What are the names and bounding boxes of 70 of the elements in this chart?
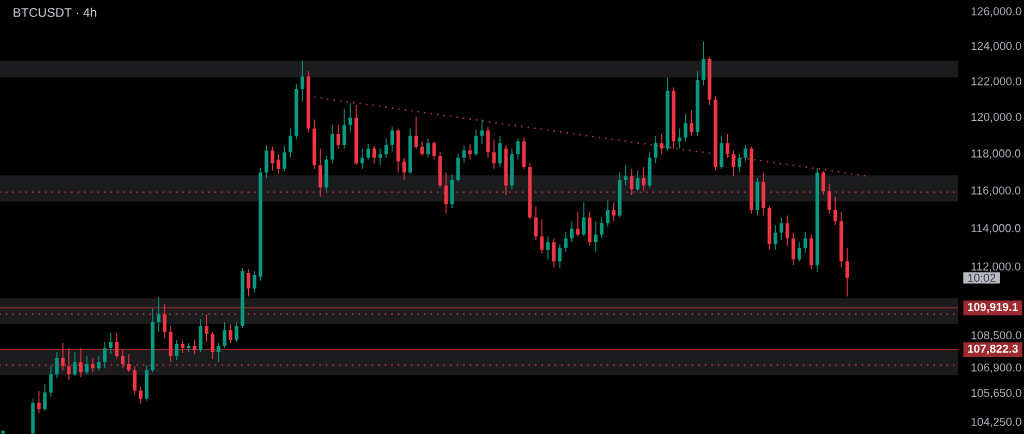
candlestick [432, 140, 436, 161]
candlestick [516, 138, 520, 161]
candlestick [114, 332, 119, 359]
candlestick [564, 231, 568, 253]
candlestick [623, 164, 628, 187]
y-tick-label: 106,900.0 [971, 363, 1022, 373]
candlestick [61, 342, 65, 371]
y-tick-label: 114,000.0 [971, 224, 1021, 234]
candlestick [49, 365, 53, 398]
candlestick [360, 148, 365, 170]
candlestick [474, 128, 478, 157]
candlestick [73, 351, 77, 377]
candlestick [390, 126, 394, 152]
candlestick [426, 138, 430, 158]
y-tick-label: 108,500.0 [971, 331, 1022, 341]
candlestick [540, 218, 544, 255]
y-tick-label: 116,000.0 [971, 186, 1021, 196]
candlestick [108, 332, 113, 355]
candlestick [444, 172, 448, 215]
candlestick [558, 243, 562, 269]
candlestick [833, 196, 838, 226]
candlestick [546, 235, 550, 260]
y-tick-label: 104,250.0 [971, 417, 1022, 428]
y-tick-label: 124,000.0 [971, 41, 1022, 52]
candlestick [120, 349, 125, 369]
candlestick [37, 390, 41, 414]
candlestick [480, 119, 484, 145]
candlestick [534, 205, 538, 241]
candlestick [576, 211, 580, 237]
candlestick [414, 116, 418, 150]
candlestick [420, 140, 424, 157]
candlestick [456, 152, 460, 183]
candlestick [570, 220, 574, 243]
candlestick [593, 220, 598, 253]
candlestick [605, 200, 610, 228]
candlestick [552, 237, 556, 268]
y-tick-label: 126,000.0 [971, 7, 1022, 17]
candlestick [845, 247, 850, 297]
candlestick [384, 138, 388, 159]
candlestick [348, 102, 353, 133]
candlestick [486, 126, 490, 159]
y-tick-label: 120,000.0 [971, 112, 1022, 123]
ref-line-label: 107,822.3 [968, 344, 1018, 355]
text: 10:02 [968, 273, 996, 282]
candlestick [581, 201, 586, 237]
ref-line-label: 109,919.1 [968, 302, 1018, 313]
candlestick [126, 353, 131, 373]
candlestick [659, 133, 664, 155]
candlestick [43, 383, 47, 412]
candlestick [468, 143, 472, 161]
y-tick-label: 112,000.0 [971, 262, 1021, 272]
candlestick [492, 138, 496, 170]
y-tick-label: 122,000.0 [971, 77, 1022, 87]
candlestick [85, 355, 89, 375]
candlestick [498, 135, 502, 168]
candlestick [462, 145, 466, 164]
candlestick [611, 201, 616, 222]
y-tick-label: 118,000.0 [971, 149, 1021, 159]
candlestick [342, 108, 347, 150]
candlestick [821, 170, 826, 196]
candlestick [79, 347, 83, 378]
candlestick [599, 216, 604, 239]
y-tick-label: 105,650.0 [971, 388, 1022, 399]
candlestick [55, 351, 59, 379]
candlestick [132, 365, 137, 396]
chart-title: BTCUSDT · 4h [13, 7, 97, 17]
candlestick [67, 347, 71, 381]
candlestick [402, 157, 406, 181]
candlestick [827, 183, 832, 215]
candlestick [102, 341, 107, 369]
